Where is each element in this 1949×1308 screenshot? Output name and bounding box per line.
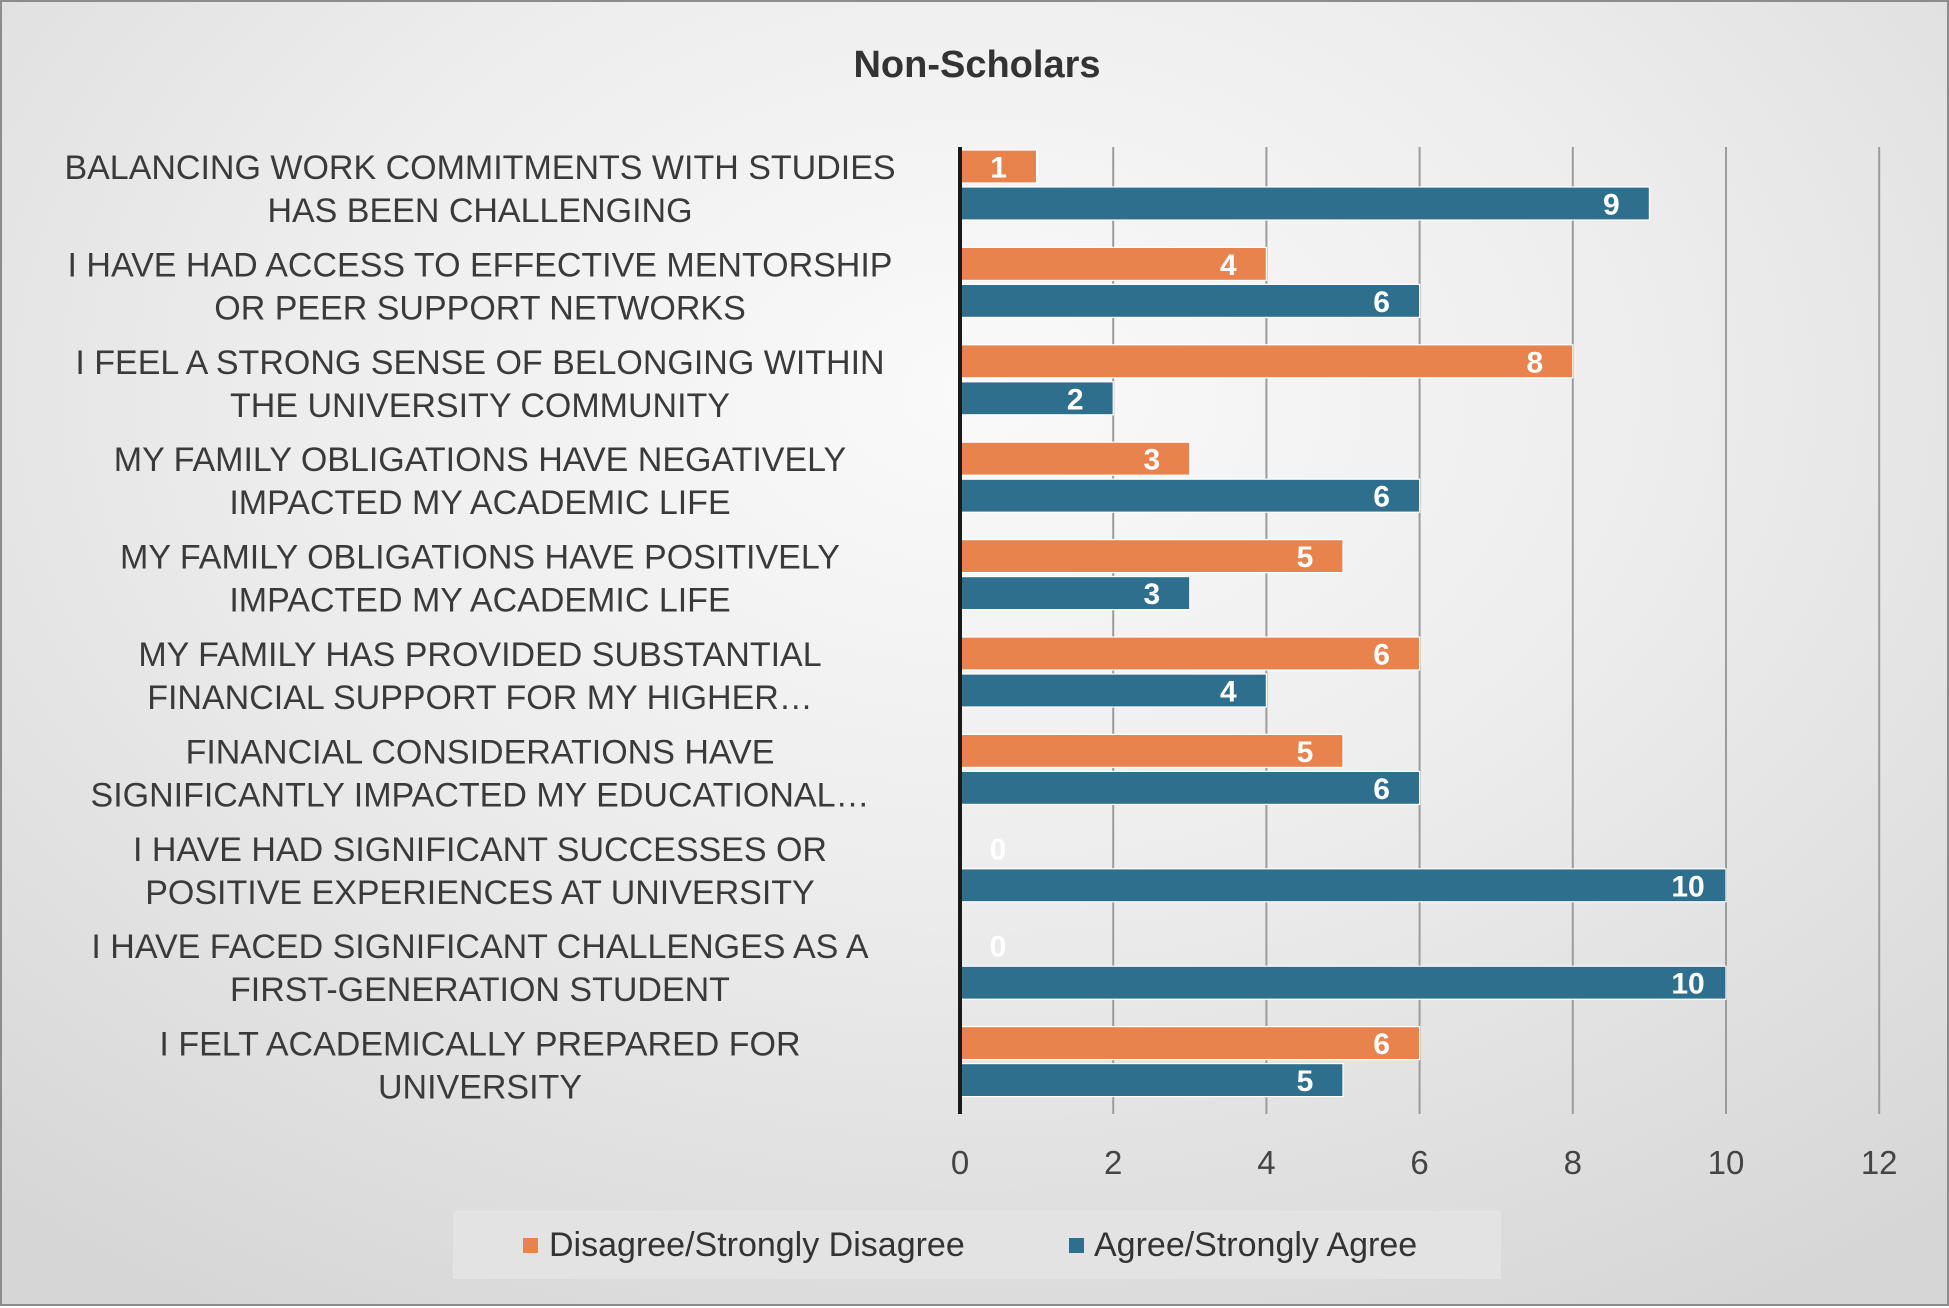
- bar-agree-7: [959, 770, 1421, 806]
- category-label-7-line-1: FINANCIAL CONSIDERATIONS HAVE: [186, 733, 775, 771]
- category-label-4-line-2: IMPACTED MY ACADEMIC LIFE: [229, 484, 730, 522]
- category-label-2-line-2: OR PEER SUPPORT NETWORKS: [214, 289, 746, 327]
- x-tick-label-0: 0: [951, 1144, 969, 1181]
- category-label-7-line-2: SIGNIFICANTLY IMPACTED MY EDUCATIONAL…: [91, 776, 870, 814]
- bar-agree-9: [959, 965, 1727, 1000]
- data-label-disagree-2: 4: [1220, 249, 1237, 282]
- data-label-disagree-5: 5: [1297, 541, 1314, 574]
- legend-swatch-agree: [1069, 1238, 1084, 1253]
- category-label-4-line-1: MY FAMILY OBLIGATIONS HAVE NEGATIVELY: [114, 441, 846, 479]
- data-label-agree-3: 2: [1067, 383, 1084, 416]
- legend: Disagree/Strongly Disagree Agree/Strongl…: [453, 1211, 1501, 1279]
- data-label-agree-9: 10: [1671, 968, 1704, 1001]
- data-label-agree-1: 9: [1603, 189, 1620, 222]
- x-tick-label-10: 10: [1708, 1144, 1745, 1181]
- bar-disagree-5: [959, 538, 1344, 574]
- data-label-agree-7: 6: [1373, 773, 1390, 806]
- data-label-agree-10: 5: [1297, 1065, 1314, 1098]
- category-label-1-line-2: HAS BEEN CHALLENGING: [267, 192, 692, 230]
- bar-agree-5: [959, 575, 1191, 611]
- category-label-10-line-1: I FELT ACADEMICALLY PREPARED FOR: [159, 1026, 800, 1064]
- bar-agree-1: [959, 186, 1651, 221]
- data-label-agree-5: 3: [1143, 578, 1160, 611]
- data-label-agree-6: 4: [1220, 676, 1237, 709]
- category-label-9-line-2: FIRST-GENERATION STUDENT: [230, 971, 730, 1009]
- category-label-1-line-1: BALANCING WORK COMMITMENTS WITH STUDIES: [64, 149, 895, 187]
- data-label-disagree-10: 6: [1373, 1028, 1390, 1061]
- x-tick-label-12: 12: [1861, 1144, 1898, 1181]
- bar-disagree-6: [959, 636, 1421, 671]
- legend-label-agree: Agree/Strongly Agree: [1094, 1226, 1417, 1264]
- category-label-8-line-2: POSITIVE EXPERIENCES AT UNIVERSITY: [145, 874, 814, 912]
- data-label-agree-4: 6: [1373, 481, 1390, 514]
- x-tick-label-6: 6: [1410, 1144, 1428, 1181]
- legend-box: [453, 1211, 1501, 1279]
- bar-agree-3: [959, 381, 1114, 416]
- legend-swatch-disagree: [523, 1238, 538, 1253]
- data-label-disagree-4: 3: [1143, 444, 1160, 477]
- x-tick-label-2: 2: [1104, 1144, 1122, 1181]
- category-label-3-line-2: THE UNIVERSITY COMMUNITY: [230, 387, 730, 425]
- category-label-9-line-1: I HAVE FACED SIGNIFICANT CHALLENGES AS A: [91, 928, 869, 966]
- data-label-disagree-3: 8: [1526, 346, 1543, 379]
- x-axis-ticks: 0 2 4 6 8 10 12: [951, 1144, 1898, 1181]
- x-tick-label-8: 8: [1564, 1144, 1582, 1181]
- category-label-3-line-1: I FEEL A STRONG SENSE OF BELONGING WITHI…: [75, 344, 884, 382]
- data-label-agree-8: 10: [1671, 870, 1704, 903]
- category-label-5-line-2: IMPACTED MY ACADEMIC LIFE: [229, 582, 730, 620]
- x-tick-label-4: 4: [1257, 1144, 1275, 1181]
- bar-disagree-10: [959, 1025, 1421, 1061]
- category-label-8-line-1: I HAVE HAD SIGNIFICANT SUCCESSES OR: [133, 831, 827, 869]
- data-label-disagree-6: 6: [1373, 639, 1390, 672]
- bar-agree-10: [959, 1062, 1344, 1098]
- bar-agree-2: [959, 283, 1421, 318]
- category-label-5-line-1: MY FAMILY OBLIGATIONS HAVE POSITIVELY: [120, 539, 840, 577]
- data-label-disagree-8: 0: [990, 833, 1007, 866]
- bar-agree-4: [959, 478, 1421, 513]
- bars: 1 9 4 6 8 2 3 6 5 3 6 4 5 6 0 10 0 10 6 5: [959, 149, 1727, 1098]
- bar-agree-6: [959, 673, 1267, 708]
- legend-label-disagree: Disagree/Strongly Disagree: [549, 1226, 965, 1264]
- bar-disagree-4: [959, 441, 1191, 476]
- data-label-disagree-1: 1: [990, 152, 1007, 185]
- category-labels: BALANCING WORK COMMITMENTS WITH STUDIES H…: [64, 149, 895, 1107]
- bar-disagree-1: [959, 149, 1038, 184]
- category-label-6-line-2: FINANCIAL SUPPORT FOR MY HIGHER…: [147, 679, 813, 717]
- bar-disagree-3: [959, 344, 1574, 379]
- category-label-2-line-1: I HAVE HAD ACCESS TO EFFECTIVE MENTORSHI…: [68, 246, 893, 284]
- data-label-agree-2: 6: [1373, 286, 1390, 319]
- chart-title: Non-Scholars: [853, 44, 1100, 86]
- data-label-disagree-9: 0: [990, 931, 1007, 964]
- bar-agree-8: [959, 868, 1727, 903]
- bar-disagree-7: [959, 733, 1344, 769]
- category-label-10-line-2: UNIVERSITY: [378, 1069, 582, 1107]
- data-label-disagree-7: 5: [1297, 736, 1314, 769]
- category-label-6-line-1: MY FAMILY HAS PROVIDED SUBSTANTIAL: [138, 636, 821, 674]
